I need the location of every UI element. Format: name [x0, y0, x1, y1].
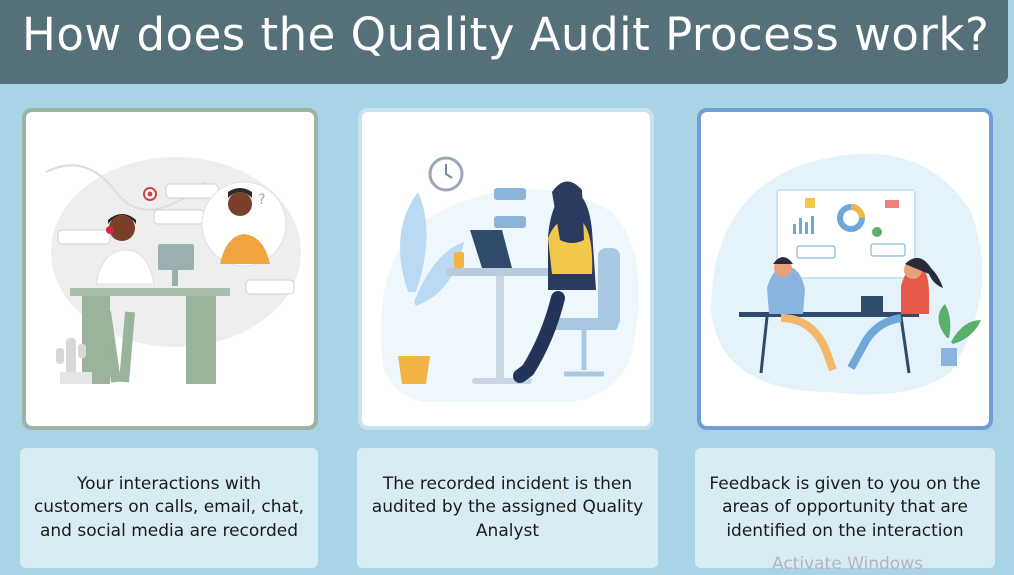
step-caption-audit: The recorded incident is then audited by…	[357, 448, 658, 568]
title-bar: How does the Quality Audit Process work?	[0, 0, 1008, 84]
step-card-audit	[358, 108, 654, 430]
step-caption-recording: Your interactions with customers on call…	[20, 448, 318, 568]
step-card-recording: ?	[22, 108, 318, 430]
customer-service-illustration-icon: ?	[45, 157, 301, 384]
activation-watermark: Activate Windows	[772, 554, 923, 574]
svg-text:?: ?	[258, 192, 265, 208]
page-title: How does the Quality Audit Process work?	[22, 8, 990, 61]
feedback-meeting-illustration-icon	[711, 153, 983, 395]
step-caption-feedback: Feedback is given to you on the areas of…	[695, 448, 995, 568]
step-card-feedback	[697, 108, 993, 430]
quality-analyst-illustration-icon	[381, 156, 639, 402]
